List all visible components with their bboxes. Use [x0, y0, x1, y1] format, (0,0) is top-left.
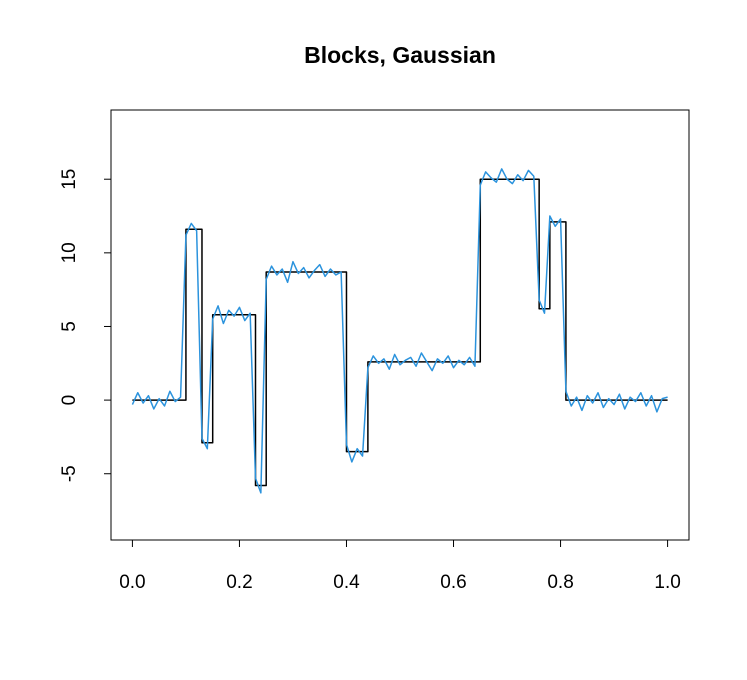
x-tick-label: 0.0	[119, 572, 145, 593]
y-tick-label: 5	[59, 321, 80, 332]
series-line	[132, 178, 668, 487]
plot-frame	[110, 109, 690, 541]
x-tick-label: 0.6	[440, 572, 466, 593]
y-tick-label: 10	[59, 242, 80, 263]
x-tick-label: 0.8	[547, 572, 573, 593]
y-tick-label: 0	[59, 395, 80, 406]
y-tick-label: 15	[59, 169, 80, 190]
y-tick-label: -5	[59, 465, 80, 482]
x-tick-label: 0.2	[226, 572, 252, 593]
chart-title: Blocks, Gaussian	[304, 42, 496, 68]
series-line	[131, 168, 668, 494]
x-tick-label: 1.0	[654, 572, 680, 593]
x-tick-label: 0.4	[333, 572, 360, 593]
